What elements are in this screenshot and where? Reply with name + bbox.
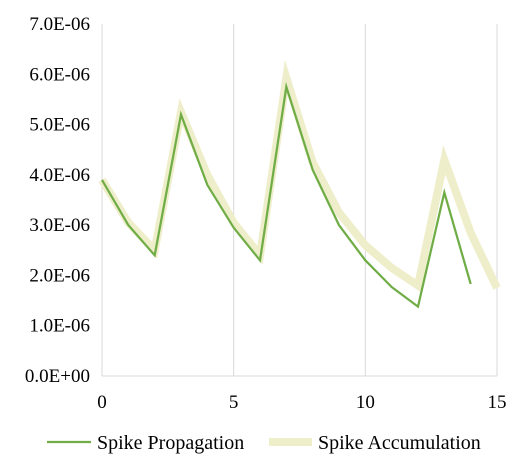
y-tick-label: 1.0E-06 (29, 316, 90, 337)
y-tick-labels: 0.0E+00 1.0E-06 2.0E-06 3.0E-06 4.0E-06 5.0E-… (25, 14, 90, 387)
legend-label-spike-accumulation: Spike Accumulation (318, 432, 481, 454)
legend: Spike Propagation Spike Accumulation (47, 432, 481, 454)
y-tick-label: 7.0E-06 (29, 14, 90, 35)
y-tick-label: 6.0E-06 (29, 64, 90, 85)
series-lines (98, 59, 501, 309)
legend-item-spike-accumulation: Spike Accumulation (269, 432, 481, 454)
x-tick-label: 5 (229, 392, 239, 413)
legend-label-spike-propagation: Spike Propagation (97, 432, 244, 454)
legend-item-spike-propagation: Spike Propagation (47, 432, 244, 454)
spike-accumulation-line (98, 59, 501, 293)
x-tick-label: 15 (488, 392, 507, 413)
y-tick-label: 4.0E-06 (29, 165, 90, 186)
axes (101, 24, 497, 377)
x-tick-label: 0 (97, 392, 107, 413)
x-tick-labels: 0 5 10 15 (97, 392, 506, 413)
y-tick-label: 5.0E-06 (29, 115, 90, 136)
y-tick-label: 2.0E-06 (29, 265, 90, 286)
grid-lines (233, 24, 498, 376)
y-tick-label: 0.0E+00 (25, 366, 90, 387)
y-tick-label: 3.0E-06 (29, 215, 90, 236)
spike-propagation-line (101, 81, 472, 309)
x-tick-label: 10 (356, 392, 375, 413)
